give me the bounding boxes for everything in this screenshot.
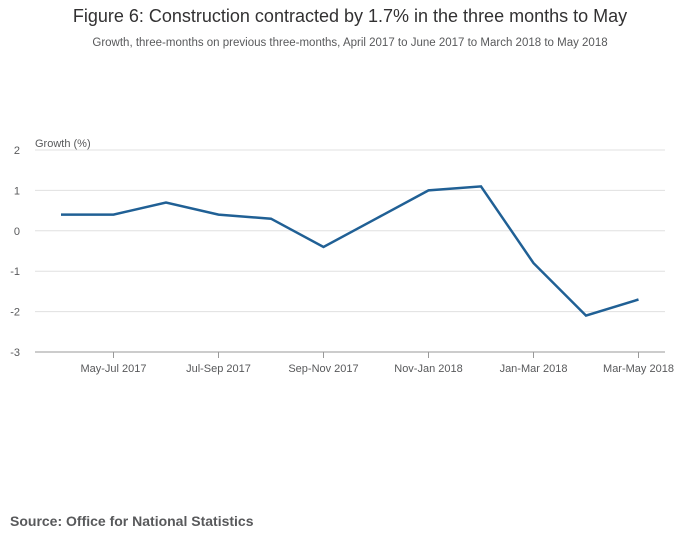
x-tick-label-5: Mar-May 2018 — [603, 363, 674, 375]
grid-layer — [35, 149, 665, 313]
axis-layer: 2 1 0 -1 -2 -3 May-Jul 2017 Jul-Sep 2017 Sep-Nov… — [10, 145, 674, 375]
y-tick-label-1: 1 — [14, 185, 20, 197]
chart-subtitle: Growth, three-months on previous three-m… — [92, 37, 608, 49]
y-tick-label-0: 0 — [14, 226, 20, 238]
x-tick-label-2: Sep-Nov 2017 — [288, 363, 358, 375]
y-axis-label: Growth (%) — [35, 138, 91, 150]
x-tick-label-4: Jan-Mar 2018 — [500, 363, 568, 375]
series-layer — [61, 185, 639, 318]
series-line-0 — [61, 185, 639, 318]
x-tick-label-1: Jul-Sep 2017 — [186, 363, 251, 375]
y-tick-label-2: 2 — [14, 145, 20, 157]
y-tick-label--3: -3 — [10, 347, 20, 359]
x-tick-label-3: Nov-Jan 2018 — [394, 363, 463, 375]
y-tick-label--2: -2 — [10, 307, 20, 319]
chart-title: Figure 6: Construction contracted by 1.7… — [72, 6, 628, 26]
y-tick-label--1: -1 — [10, 266, 20, 278]
source-note: Source: Office for National Statistics — [10, 513, 254, 529]
x-tick-label-0: May-Jul 2017 — [80, 363, 146, 375]
